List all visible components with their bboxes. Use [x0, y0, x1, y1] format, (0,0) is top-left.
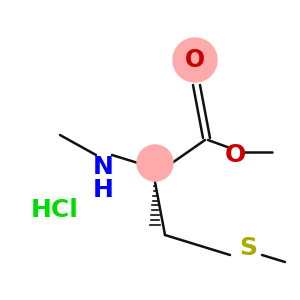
Text: O: O [185, 48, 205, 72]
Text: HCl: HCl [31, 198, 79, 222]
Text: H: H [93, 178, 113, 202]
Circle shape [137, 145, 173, 181]
Text: O: O [224, 143, 246, 167]
Text: N: N [93, 155, 113, 179]
Text: S: S [239, 236, 257, 260]
Circle shape [173, 38, 217, 82]
